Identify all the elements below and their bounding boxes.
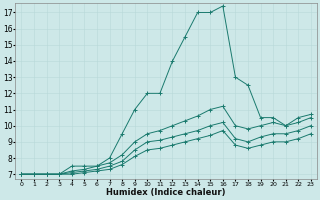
X-axis label: Humidex (Indice chaleur): Humidex (Indice chaleur)	[107, 188, 226, 197]
